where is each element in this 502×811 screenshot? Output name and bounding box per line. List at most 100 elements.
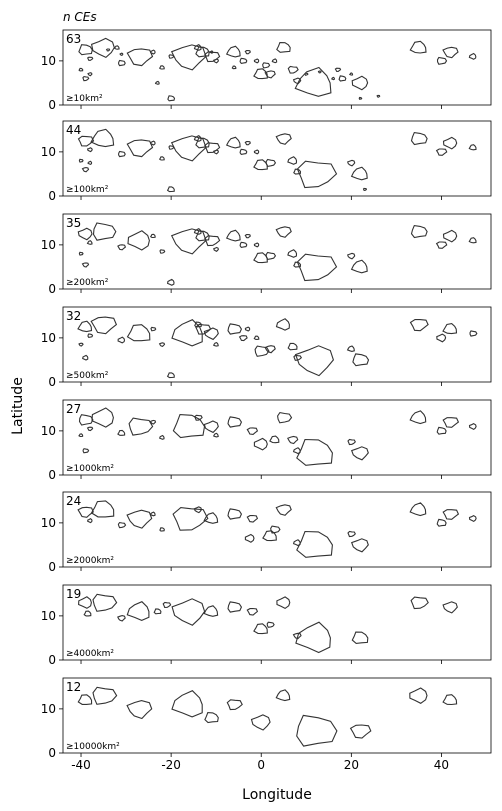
contour — [351, 631, 369, 644]
panel-threshold: ≥4000km² — [66, 649, 114, 659]
contour — [78, 67, 84, 72]
plot-frame — [62, 584, 492, 661]
contour — [296, 714, 338, 747]
y-tick-label: 0 — [48, 560, 56, 574]
contour — [271, 58, 278, 64]
plot-frame — [62, 213, 492, 290]
contour — [126, 509, 153, 529]
contour — [287, 249, 298, 258]
panel-count: 19 — [66, 587, 81, 601]
contour — [358, 96, 363, 100]
contour — [117, 522, 127, 529]
contour — [78, 251, 84, 256]
contour — [275, 133, 292, 145]
contour — [362, 187, 368, 191]
contour — [253, 149, 260, 155]
plot-frame — [62, 399, 492, 476]
contour — [262, 530, 277, 542]
panel-count: 12 — [66, 680, 81, 694]
contour — [117, 244, 127, 251]
contour — [158, 65, 165, 70]
contour — [203, 605, 219, 617]
panel-threshold: ≥10000km² — [66, 742, 120, 752]
panel-count: 35 — [66, 216, 81, 230]
contour — [86, 240, 93, 245]
y-tick-label: 10 — [41, 516, 56, 530]
contour — [238, 335, 248, 342]
contour — [435, 148, 448, 156]
contour — [171, 690, 203, 718]
contour — [172, 507, 209, 531]
panel-threshold: ≥1000km² — [66, 464, 114, 474]
contour — [119, 52, 124, 57]
x-tick-label: 0 — [257, 758, 265, 772]
contour — [442, 509, 460, 520]
contour — [90, 500, 115, 518]
contour — [92, 593, 118, 612]
contour — [209, 50, 214, 54]
contour — [225, 45, 241, 58]
plot-frame — [62, 677, 492, 754]
contour — [82, 354, 89, 361]
panel-count: 44 — [66, 123, 81, 137]
contour — [166, 372, 175, 379]
contour — [351, 75, 369, 91]
contour — [270, 525, 281, 534]
contour — [231, 65, 237, 70]
contour — [269, 435, 280, 444]
contour — [172, 414, 206, 439]
contour — [77, 135, 95, 147]
contour — [287, 65, 299, 74]
contour — [87, 160, 93, 166]
contour — [244, 50, 251, 55]
contour — [195, 46, 210, 58]
contour — [287, 342, 298, 351]
contour — [171, 319, 203, 347]
contour — [338, 75, 347, 82]
contour — [350, 259, 368, 274]
contour — [154, 80, 160, 85]
contour — [304, 72, 309, 76]
contour — [436, 518, 447, 527]
contour — [277, 411, 293, 424]
y-axis-label: Latitude — [10, 377, 26, 435]
contour — [90, 316, 118, 335]
contour — [168, 145, 175, 150]
contour — [350, 166, 368, 181]
contour — [203, 420, 219, 434]
y-tick-label: 0 — [48, 98, 56, 112]
contour — [239, 57, 248, 65]
contour — [194, 321, 202, 328]
y-tick-label: 10 — [41, 238, 56, 252]
contour — [86, 147, 93, 153]
contour — [442, 601, 458, 614]
contour — [195, 323, 212, 335]
contour — [227, 416, 243, 428]
contour — [158, 342, 166, 348]
x-tick-label: 40 — [434, 758, 449, 772]
contour — [203, 512, 219, 524]
contour — [276, 596, 291, 610]
y-tick-label: 0 — [48, 189, 56, 203]
contour — [410, 131, 428, 146]
contour — [83, 610, 92, 617]
plot-frame — [62, 491, 492, 568]
contour — [126, 139, 154, 158]
contour — [150, 140, 156, 146]
contour — [78, 414, 94, 426]
contour — [195, 230, 210, 242]
contour — [253, 437, 268, 451]
contour — [90, 128, 115, 148]
contour — [275, 226, 292, 238]
contour — [194, 414, 203, 421]
contour — [225, 229, 241, 242]
contour — [91, 407, 114, 428]
contour — [294, 345, 335, 377]
contour — [227, 323, 243, 335]
contour — [246, 607, 259, 616]
panel-threshold: ≥10km² — [66, 94, 103, 104]
contour — [87, 333, 94, 339]
contour — [287, 156, 298, 165]
contour — [78, 44, 93, 56]
contour — [127, 230, 150, 251]
